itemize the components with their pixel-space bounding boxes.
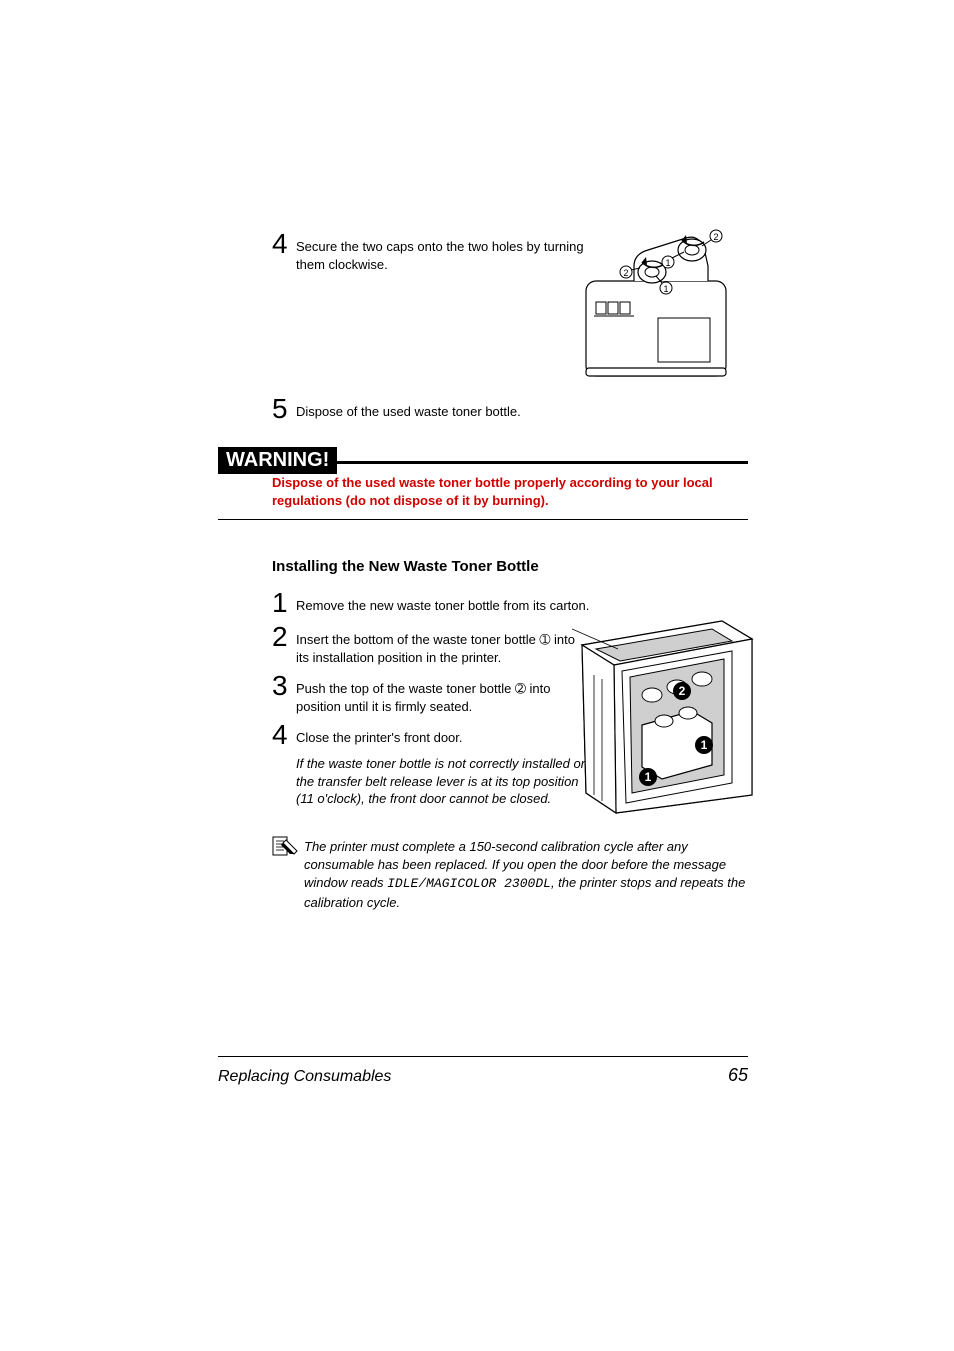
step-number: 5 — [272, 395, 296, 423]
warning-text: Dispose of the used waste toner bottle p… — [272, 474, 748, 509]
step-4-install-note: If the waste toner bottle is not correct… — [296, 755, 586, 808]
warning-label: WARNING! — [218, 447, 337, 474]
diagram-caps-bottle: 1 2 2 1 — [576, 226, 748, 386]
svg-text:2: 2 — [623, 268, 628, 278]
step-number: 4 — [272, 721, 296, 749]
svg-text:1: 1 — [645, 770, 652, 784]
note-text: The printer must complete a 150-second c… — [304, 836, 748, 912]
footer-title: Replacing Consumables — [218, 1068, 391, 1086]
svg-text:1: 1 — [701, 738, 708, 752]
page-footer: Replacing Consumables 65 — [218, 1056, 748, 1086]
step-number: 3 — [272, 672, 296, 700]
section-heading: Installing the New Waste Toner Bottle — [272, 558, 748, 575]
note-icon — [272, 836, 304, 861]
step-1-install: 1 Remove the new waste toner bottle from… — [272, 589, 748, 617]
note-mono: IDLE/MAGICOLOR 2300DL — [387, 876, 551, 891]
svg-text:2: 2 — [713, 232, 718, 242]
step-number: 2 — [272, 623, 296, 651]
step-text: Secure the two caps onto the two holes b… — [296, 230, 586, 273]
step-text: Push the top of the waste toner bottle ➁… — [296, 672, 586, 715]
svg-text:1: 1 — [663, 284, 668, 294]
step-number: 1 — [272, 589, 296, 617]
step-text: Dispose of the used waste toner bottle. — [296, 395, 521, 421]
svg-text:1: 1 — [665, 258, 670, 268]
step-text: Remove the new waste toner bottle from i… — [296, 589, 589, 615]
step-text: Close the printer's front door. — [296, 721, 586, 747]
note-block: The printer must complete a 150-second c… — [272, 836, 748, 912]
step-number: 4 — [272, 230, 296, 258]
footer-page-number: 65 — [728, 1065, 748, 1086]
warning-block: WARNING! Dispose of the used waste toner… — [218, 429, 748, 520]
step-5-top: 5 Dispose of the used waste toner bottle… — [272, 395, 748, 423]
step-text: Insert the bottom of the waste toner bot… — [296, 623, 586, 666]
diagram-printer-install: 1 2 1 — [572, 615, 762, 815]
svg-text:2: 2 — [679, 684, 686, 698]
